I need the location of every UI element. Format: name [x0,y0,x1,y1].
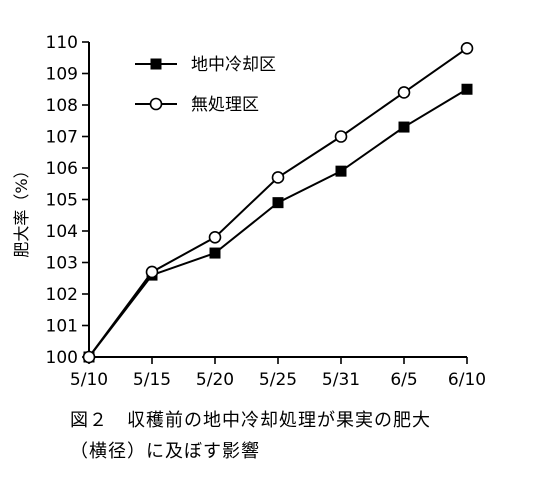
x-tick-label: 6/5 [390,370,417,390]
data-point-circle [334,130,348,143]
y-tick-label: 106 [46,159,78,179]
y-tick-label: 110 [46,33,78,53]
data-point-circle [460,41,474,55]
y-axis-title: 肥大率（%） [12,162,31,257]
data-point-circle [271,171,285,184]
x-tick-label: 5/10 [70,370,108,390]
figure-caption-line-1: 図２ 収穫前の地中冷却処理が果実の肥大 [70,410,431,431]
data-point-square [272,197,284,209]
data-point-square [461,83,473,95]
y-tick-label: 109 [46,65,78,85]
data-point-circle [208,231,222,244]
x-tick-label: 5/31 [322,370,360,390]
y-tick-label: 100 [46,348,78,368]
y-axis-title-group: 肥大率（%） [12,162,31,257]
y-tick-label: 103 [46,254,78,274]
x-tick-label: 5/15 [133,370,171,390]
y-tick-label: 107 [46,128,78,148]
line-chart: 肥大率（%） 100 101 102 103 104 105 106 107 108 109 110… [12,33,487,390]
x-tick-label: 5/20 [196,370,234,390]
legend-marker-circle [149,97,163,111]
x-tick-label: 5/25 [259,370,297,390]
y-tick-label: 108 [46,96,78,116]
y-tick-label: 105 [46,191,78,211]
y-tick-label: 102 [46,285,78,305]
data-point-square [209,247,221,259]
legend-label: 地中冷却区 [191,55,276,75]
series-line-1 [88,88,468,358]
ticks: 100 101 102 103 104 105 106 107 108 109 110 5/10 5/1… [46,33,487,390]
data-point-square [335,165,347,177]
y-tick-label: 104 [46,222,78,242]
data-point-circle [145,265,159,279]
data-point-square [398,121,410,133]
data-point-circle [82,350,96,364]
data-point-circle [397,86,411,99]
x-tick-label: 6/10 [448,370,486,390]
markers [82,41,474,364]
y-tick-label: 101 [46,317,78,337]
legend-marker-square [150,58,162,70]
legend-label: 無処理区 [191,95,259,115]
figure-caption-line-2: （横径）に及ぼす影響 [70,441,260,462]
